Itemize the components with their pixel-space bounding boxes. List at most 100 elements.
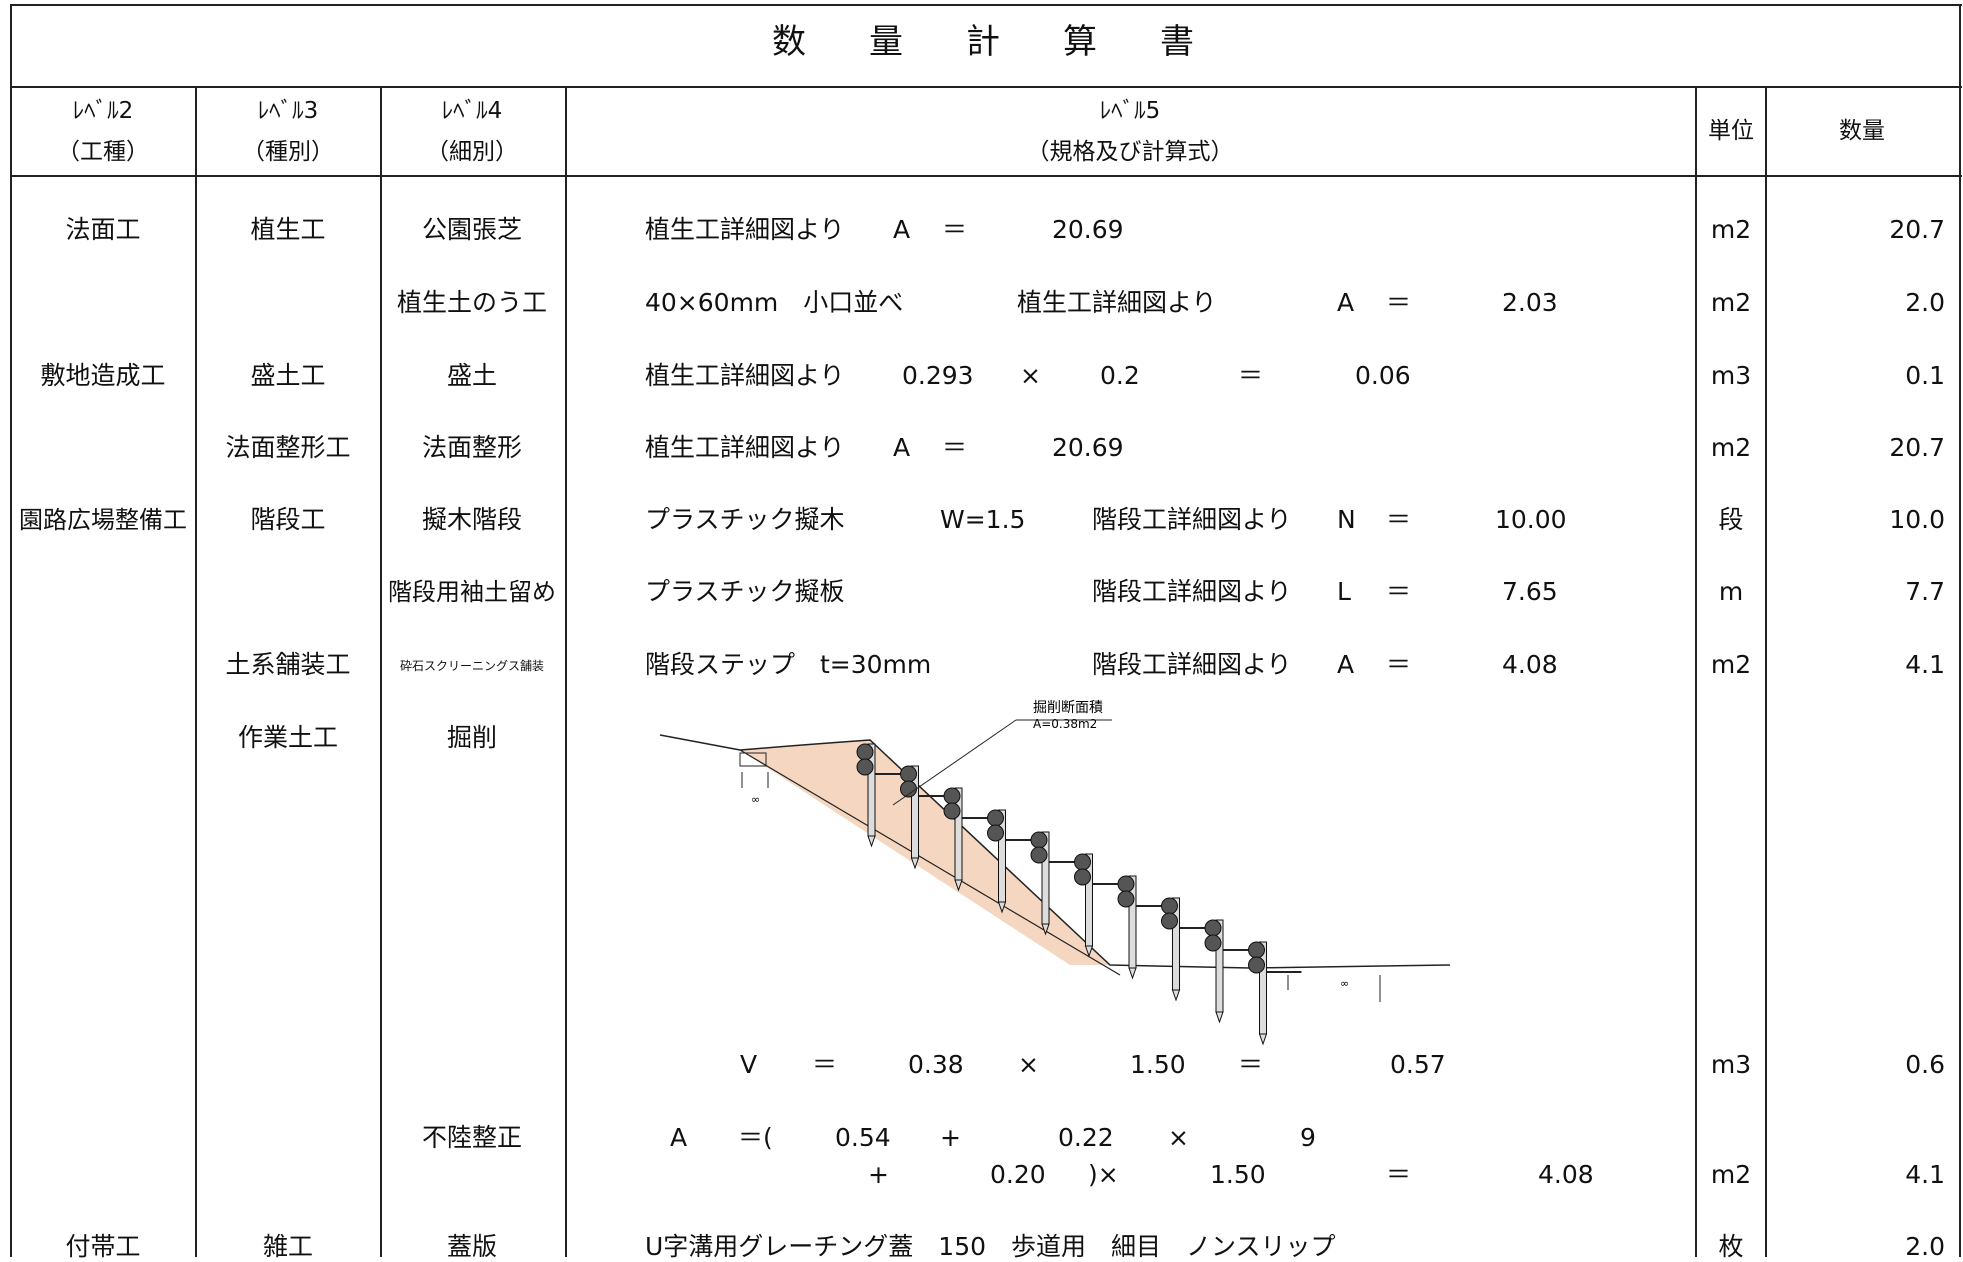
row-unit: m2 (1710, 288, 1752, 317)
header-level3-sub: （種別） (242, 139, 334, 165)
formula-part: ＝ (942, 215, 968, 244)
formula-part: A (1337, 288, 1355, 317)
leader-line (892, 719, 1017, 806)
stair-stake (1030, 831, 1084, 936)
formula-part: × (1018, 1050, 1039, 1079)
ground-line (659, 734, 1451, 969)
row-unit: m2 (1710, 1160, 1752, 1189)
row-level4: 法面整形 (421, 433, 523, 462)
formula-part: A (1337, 650, 1355, 679)
formula-part: 0.57 (1390, 1050, 1446, 1079)
stair-stake (1161, 897, 1215, 1002)
formula-part: 9 (1300, 1123, 1316, 1152)
header-unit: 単位 (1708, 118, 1754, 144)
row-level2: 付帯工 (65, 1232, 141, 1261)
stair-stake (943, 787, 997, 892)
excavation-area (740, 740, 1110, 965)
stair-stake (856, 743, 910, 848)
row-level4: 擬木階段 (421, 505, 523, 534)
row-unit: m2 (1710, 215, 1752, 244)
title-char: 数 (772, 22, 808, 62)
header-qty: 数量 (1839, 118, 1885, 144)
stair-stake (1117, 875, 1171, 980)
stair-stake (1204, 919, 1258, 1024)
row-qty: 20.7 (1889, 433, 1945, 462)
formula-part: 4.08 (1538, 1160, 1594, 1189)
header-level2: ﾚﾍﾞﾙ2 (72, 98, 134, 124)
row-level4: 公園張芝 (421, 215, 523, 244)
col-divider-3 (565, 86, 567, 1257)
header-divider (10, 175, 1962, 177)
border-left (10, 4, 12, 1257)
col-divider-1 (195, 86, 197, 1257)
row-unit: m2 (1710, 433, 1752, 462)
border-top (10, 4, 1962, 6)
formula-part: ＝ (1386, 577, 1412, 606)
formula-part: 20.69 (1052, 433, 1124, 462)
formula-part: プラスチック擬木 (645, 505, 845, 534)
diagram-label-1: 掘削断面積 (1033, 700, 1103, 716)
title-char: 書 (1160, 22, 1196, 62)
row-level4: 盛土 (446, 361, 498, 390)
row-qty: 0.6 (1905, 1050, 1945, 1079)
formula-part: 20.69 (1052, 215, 1124, 244)
formula-part: + (868, 1160, 889, 1189)
row-qty: 7.7 (1905, 577, 1945, 606)
row-unit: 段 (1718, 505, 1744, 534)
formula-part: 0.38 (908, 1050, 964, 1079)
row-qty: 0.1 (1905, 361, 1945, 390)
stair-stake (1248, 941, 1302, 1046)
border-right (1959, 4, 1961, 1257)
row-level3: 階段工 (250, 505, 326, 534)
diagram-label-2: A=0.38m2 (1033, 717, 1097, 731)
title-char: 算 (1063, 22, 1099, 62)
row-level2: 敷地造成工 (40, 361, 166, 390)
formula-part: 0.293 (902, 361, 974, 390)
formula-part: × (1020, 361, 1041, 390)
mark-right: ∞ (1340, 977, 1349, 990)
formula-part: 植生工詳細図より (645, 433, 845, 462)
formula-part: A (893, 433, 911, 462)
formula-part: A (670, 1123, 688, 1152)
stake-group (856, 743, 1302, 1046)
formula-part: A (893, 215, 911, 244)
formula-part: V (740, 1050, 758, 1079)
row-level3: 作業土工 (237, 723, 339, 752)
row-qty: 20.7 (1889, 215, 1945, 244)
header-level3: ﾚﾍﾞﾙ3 (257, 98, 319, 124)
formula-part: 植生工詳細図より (645, 215, 845, 244)
row-level2: 法面工 (65, 215, 141, 244)
formula-part: ＝ (1386, 505, 1412, 534)
formula-part: 10.00 (1495, 505, 1567, 534)
formula-part: 1.50 (1130, 1050, 1186, 1079)
row-level4: 不陸整正 (421, 1123, 523, 1152)
formula-part: ＝ (1386, 650, 1412, 679)
mark-left: ∞ (751, 793, 760, 806)
excavation-section-diagram: 掘削断面積 A=0.38m2 ∞ ∞ (659, 700, 1451, 1046)
header-level5-sub: （規格及び計算式） (1026, 139, 1234, 165)
header-level4: ﾚﾍﾞﾙ4 (441, 98, 503, 124)
row-level3: 植生工 (250, 215, 326, 244)
stair-stake (987, 809, 1041, 914)
row-level3: 雑工 (262, 1232, 314, 1261)
row-unit: m (1718, 577, 1744, 606)
row-level4: 階段用袖土留め (388, 578, 556, 606)
formula-part: 階段ステップ t=30mm (645, 650, 932, 679)
row-level3: 土系舗装工 (225, 650, 351, 679)
formula-part: ＝ (812, 1050, 838, 1079)
formula-part: 階段工詳細図より (1092, 650, 1292, 679)
formula-part: ＝ (1386, 1160, 1412, 1189)
slope-line (739, 749, 1121, 976)
row-unit: m3 (1710, 361, 1752, 390)
row-qty: 4.1 (1905, 650, 1945, 679)
formula-part: L (1337, 577, 1351, 606)
formula-part: 7.65 (1502, 577, 1558, 606)
col-divider-4 (1695, 86, 1697, 1257)
formula-part: 2.03 (1502, 288, 1558, 317)
row-qty: 2.0 (1905, 1232, 1945, 1261)
row-qty: 10.0 (1889, 505, 1945, 534)
title-divider (10, 86, 1962, 88)
row-unit: m2 (1710, 650, 1752, 679)
row-level2: 園路広場整備工 (19, 506, 187, 534)
row-level4: 砕石スクリーニングス舗装 (399, 659, 545, 673)
